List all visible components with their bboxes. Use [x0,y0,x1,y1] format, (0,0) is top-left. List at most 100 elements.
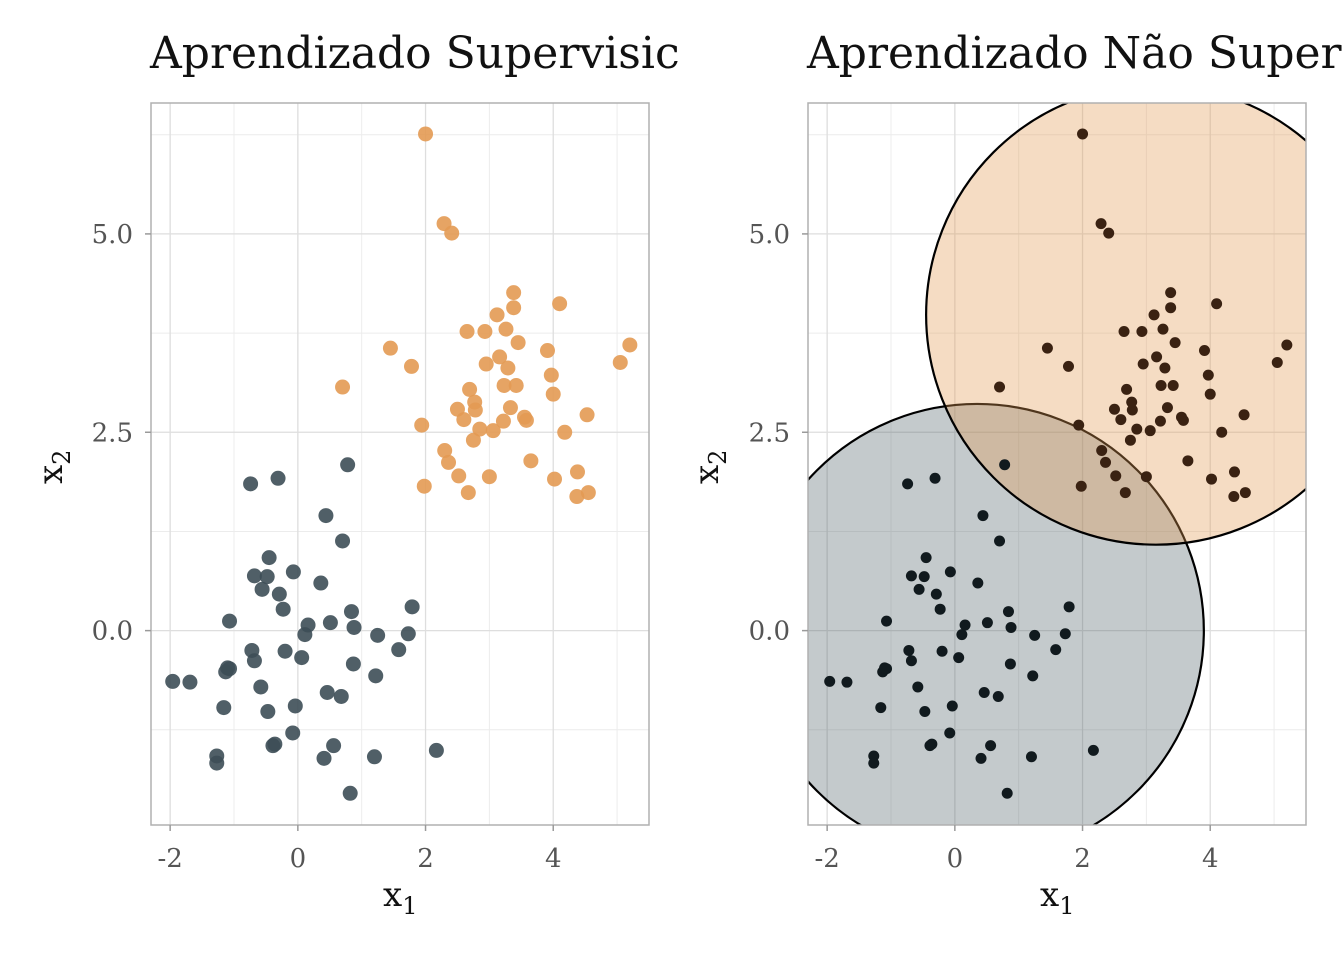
data-point-cluster-2 [1124,434,1136,446]
x-axis-label-right: x1 [1040,875,1074,920]
data-point-cluster-2 [1126,404,1138,416]
y-tick-label: 5.0 [749,220,790,250]
data-point-cluster-1 [919,706,931,718]
data-point-series-1 [404,599,420,615]
data-point-series-1 [400,626,416,642]
data-point-series-1 [326,738,342,754]
data-point-cluster-1 [1005,621,1017,633]
data-point-series-1 [335,533,351,549]
data-point-cluster-1 [972,577,984,589]
data-point-series-2 [467,402,483,418]
x-tick-label: -2 [814,844,839,874]
data-point-series-1 [222,613,238,629]
data-point-series-2 [459,324,475,340]
y-axis-label-left: x2 [31,450,76,484]
data-point-cluster-1 [936,645,948,657]
data-point-cluster-1 [926,738,938,750]
data-point-series-2 [481,469,497,485]
x-tick-label: 0 [947,844,964,874]
data-point-cluster-2 [1126,396,1138,408]
data-point-series-2 [403,358,419,374]
data-point-cluster-2 [1198,345,1210,357]
data-point-series-2 [506,300,522,316]
data-point-cluster-2 [994,381,1006,393]
data-point-cluster-2 [1095,218,1107,230]
data-point-series-2 [508,377,524,393]
data-point-cluster-2 [1228,466,1240,478]
data-point-cluster-2 [1228,491,1240,503]
data-point-series-1 [294,650,310,666]
y-tick-label: 5.0 [92,220,133,250]
data-point-series-2 [495,413,511,429]
data-point-cluster-1 [918,571,930,583]
data-point-series-2 [414,417,430,433]
x-tick-label: 2 [1074,844,1091,874]
data-point-series-2 [462,381,478,397]
data-point-series-2 [444,225,460,241]
data-point-series-2 [539,343,555,359]
data-point-series-1 [342,785,358,801]
data-point-series-1 [220,660,236,676]
data-point-series-2 [500,360,516,376]
data-point-series-2 [418,126,434,142]
data-point-series-2 [465,432,481,448]
data-point-series-2 [382,340,398,356]
data-point-cluster-2 [1137,358,1149,370]
data-point-cluster-2 [1239,487,1251,499]
data-point-series-2 [502,400,518,416]
data-point-cluster-1 [1002,606,1014,618]
data-point-cluster-2 [1271,356,1283,368]
panel-supervised: Aprendizado Supervisic -2 0 2 4 0.0 2.5 5.0 x1… [31,28,680,920]
data-point-series-2 [437,443,453,459]
data-point-cluster-2 [1075,480,1087,492]
data-point-cluster-2 [1144,425,1156,437]
data-point-series-2 [506,285,522,301]
data-point-series-2 [612,354,628,370]
data-point-series-1 [368,668,384,684]
data-point-cluster-2 [1121,383,1133,395]
data-point-series-1 [285,564,301,580]
data-point-cluster-2 [1157,323,1169,335]
data-point-series-1 [259,569,275,585]
data-point-cluster-2 [1041,342,1053,354]
data-point-series-2 [518,412,534,428]
data-point-cluster-2 [1211,298,1223,310]
data-point-cluster-1 [1027,670,1039,682]
data-point-series-2 [523,453,539,469]
data-point-cluster-1 [912,681,924,693]
data-point-series-2 [485,423,501,439]
data-point-series-1 [271,586,287,602]
data-point-series-1 [345,656,361,672]
data-point-series-2 [569,489,585,505]
clusters-right [808,103,1306,825]
data-point-series-2 [622,337,638,353]
y-tick-label: 0.0 [92,617,133,647]
points-right [824,128,1293,799]
panel-border-right [807,102,1307,826]
data-point-series-1 [287,698,303,714]
panel-border-left [150,102,650,826]
grid-left [151,103,649,825]
data-point-series-2 [496,377,512,393]
data-point-cluster-1 [978,687,990,699]
data-point-cluster-1 [905,655,917,667]
data-point-series-1 [246,653,262,669]
grid-right [808,103,1306,825]
points-left [165,126,638,801]
data-point-cluster-2 [1131,423,1143,435]
data-point-series-2 [547,471,563,487]
data-point-cluster-2 [1073,419,1085,431]
data-point-series-2 [489,307,505,323]
data-point-cluster-1 [977,510,989,522]
data-point-cluster-1 [875,702,887,714]
data-point-cluster-2 [1148,309,1160,321]
cluster-circle-2 [925,103,1306,546]
data-point-cluster-1 [953,652,965,664]
data-point-cluster-1 [1050,644,1062,656]
data-point-series-1 [343,604,359,620]
data-point-cluster-2 [1165,302,1177,314]
data-point-cluster-1 [999,459,1011,471]
data-point-series-1 [316,750,332,766]
data-point-series-1 [243,476,259,492]
data-point-series-1 [216,700,232,716]
